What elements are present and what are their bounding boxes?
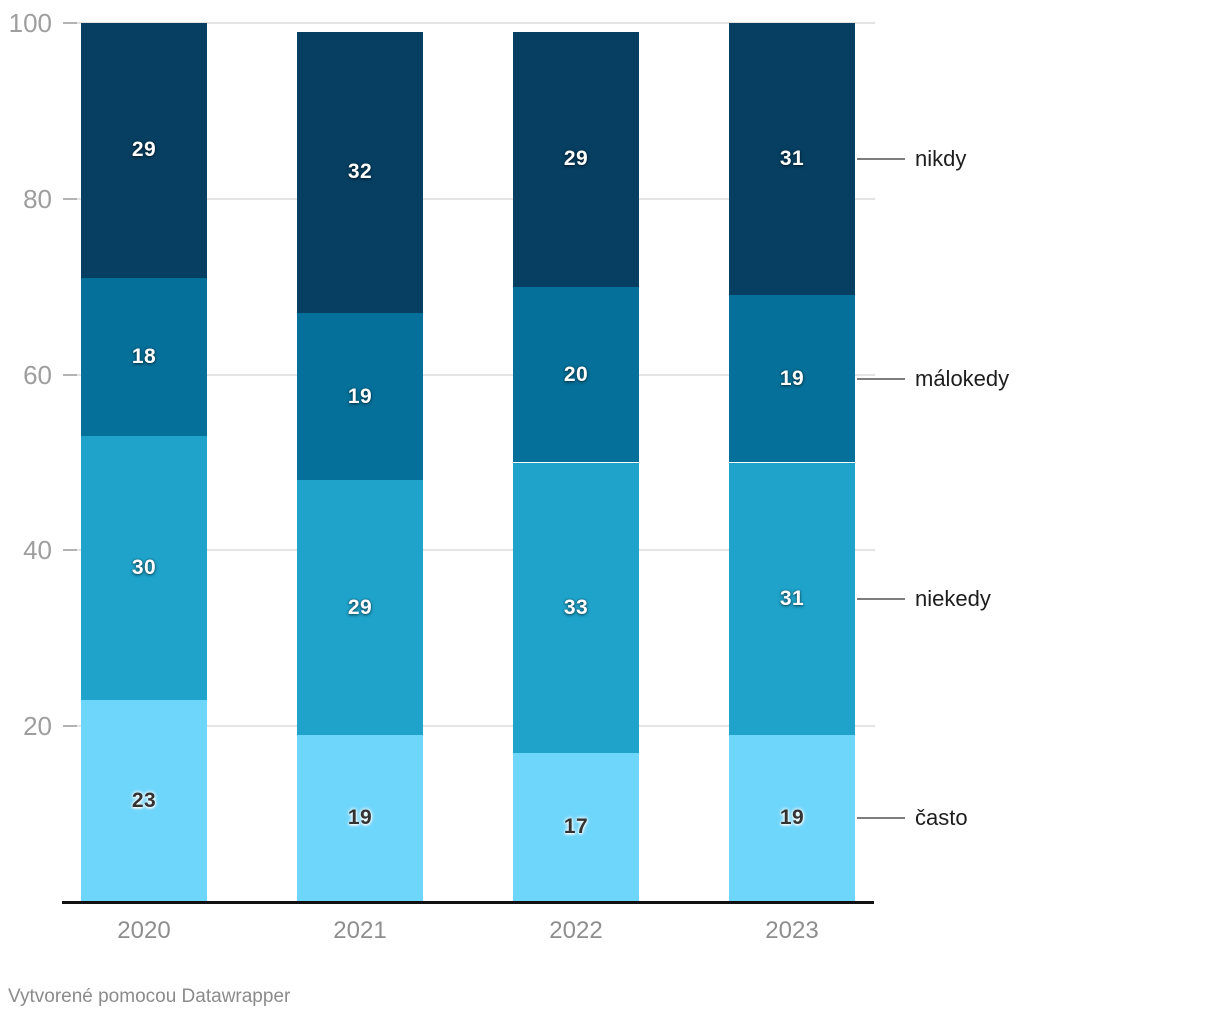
bar-segment-2020-málokedy[interactable]: 18 xyxy=(81,277,207,437)
legend-label-často: často xyxy=(915,805,968,831)
bar-value-label: 23 xyxy=(131,788,157,812)
bar-value-label: 29 xyxy=(347,595,373,619)
y-tick-label-20: 20 xyxy=(23,711,52,742)
bar-value-label: 31 xyxy=(779,147,805,171)
bar-segment-2022-niekedy[interactable]: 33 xyxy=(513,462,639,753)
x-tick-label-2020: 2020 xyxy=(117,917,171,944)
y-tick-label-80: 80 xyxy=(23,183,52,214)
y-tick-label-100: 100 xyxy=(8,8,52,38)
y-tick-label-40: 40 xyxy=(23,535,52,566)
bar-segment-2023-často[interactable]: 19 xyxy=(729,734,855,902)
y-tick-100 xyxy=(63,22,77,24)
bar-segment-2022-nikdy[interactable]: 29 xyxy=(513,31,639,287)
x-tick-label-2022: 2022 xyxy=(549,917,603,944)
bar-segment-2020-často[interactable]: 23 xyxy=(81,699,207,902)
bar-value-label: 18 xyxy=(131,345,157,369)
bar-value-label: 19 xyxy=(779,366,805,390)
bar-segment-2022-málokedy[interactable]: 20 xyxy=(513,286,639,463)
legend-label-nikdy: nikdy xyxy=(915,146,967,172)
y-tick-40 xyxy=(63,549,77,552)
y-tick-80 xyxy=(63,197,77,200)
bar-segment-2020-niekedy[interactable]: 30 xyxy=(81,436,207,700)
legend-connector-málokedy xyxy=(857,377,905,380)
bar-value-label: 33 xyxy=(563,595,589,619)
y-gridline-40 xyxy=(63,549,875,552)
bar-value-label: 32 xyxy=(347,160,373,184)
bar-value-label: 19 xyxy=(779,806,805,830)
y-gridline-20 xyxy=(63,725,875,728)
bar-segment-2021-niekedy[interactable]: 29 xyxy=(297,480,423,735)
y-gridline-80 xyxy=(63,197,875,200)
y-tick-60 xyxy=(63,373,77,376)
bar-value-label: 29 xyxy=(563,147,589,171)
x-tick-label-2023: 2023 xyxy=(765,917,819,944)
bar-value-label: 29 xyxy=(131,138,157,162)
bar-segment-2020-nikdy[interactable]: 29 xyxy=(81,23,207,278)
bar-segment-2021-nikdy[interactable]: 32 xyxy=(297,31,423,314)
legend-connector-niekedy xyxy=(857,597,905,600)
y-gridline-100 xyxy=(63,22,875,24)
bar-value-label: 19 xyxy=(347,384,373,408)
legend-connector-nikdy xyxy=(857,158,905,161)
legend-label-málokedy: málokedy xyxy=(915,365,1010,391)
bar-segment-2021-málokedy[interactable]: 19 xyxy=(297,313,423,481)
bar-value-label: 19 xyxy=(347,806,373,830)
bar-segment-2023-nikdy[interactable]: 31 xyxy=(729,23,855,296)
bar-value-label: 30 xyxy=(131,555,157,579)
bar-value-label: 20 xyxy=(563,362,589,386)
bar-segment-2023-niekedy[interactable]: 31 xyxy=(729,462,855,735)
legend-label-niekedy: niekedy xyxy=(915,585,991,611)
bar-value-label: 31 xyxy=(779,586,805,610)
bar-segment-2023-málokedy[interactable]: 19 xyxy=(729,295,855,463)
legend-connector-často xyxy=(857,817,905,820)
datawrapper-credit-link[interactable]: Vytvorené pomocou Datawrapper xyxy=(8,986,291,1007)
y-gridline-60 xyxy=(63,373,875,376)
bar-value-label: 17 xyxy=(563,815,589,839)
y-tick-20 xyxy=(63,725,77,728)
x-tick-label-2021: 2021 xyxy=(333,917,387,944)
x-axis-line xyxy=(62,901,874,904)
bar-segment-2022-často[interactable]: 17 xyxy=(513,752,639,902)
bar-segment-2021-často[interactable]: 19 xyxy=(297,734,423,902)
y-tick-label-60: 60 xyxy=(23,359,52,390)
